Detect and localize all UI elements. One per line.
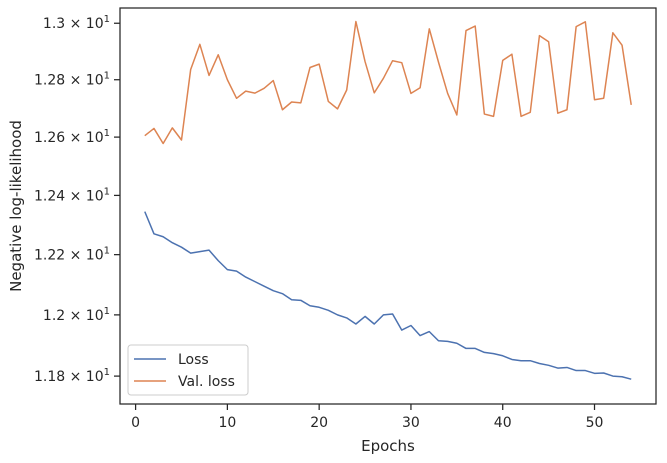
x-axis-ticks: 0 10 20 30 40 50 [131, 404, 603, 431]
y-tick-label: 1.3 × 101 [43, 14, 110, 32]
series-line-loss [144, 211, 632, 380]
y-axis-ticks: 1.18 × 101 1.2 × 101 1.22 × 101 1.24 × 101 1… [34, 14, 120, 385]
x-tick-label: 0 [131, 415, 140, 431]
y-tick-label: 1.28 × 101 [34, 71, 110, 89]
legend-label-loss: Loss [178, 352, 209, 368]
plot-frame [119, 7, 657, 405]
y-tick-label: 1.2 × 101 [43, 306, 110, 324]
legend-label-val-loss: Val. loss [178, 374, 235, 390]
x-tick-label: 10 [218, 415, 236, 431]
plot-lines [144, 20, 632, 380]
x-tick-label: 40 [494, 415, 512, 431]
y-axis-label: Negative log-likelihood [7, 120, 25, 292]
y-tick-label: 1.26 × 101 [34, 128, 110, 146]
series-line-val-loss [144, 20, 632, 145]
legend: Loss Val. loss [127, 344, 249, 396]
x-tick-label: 50 [586, 415, 604, 431]
x-tick-label: 20 [310, 415, 328, 431]
y-tick-label: 1.24 × 101 [34, 186, 110, 204]
legend-box [127, 344, 249, 396]
y-tick-label: 1.18 × 101 [34, 367, 110, 385]
x-tick-label: 30 [402, 415, 420, 431]
x-axis-label: Epochs [361, 437, 415, 455]
y-tick-label: 1.22 × 101 [34, 246, 110, 264]
